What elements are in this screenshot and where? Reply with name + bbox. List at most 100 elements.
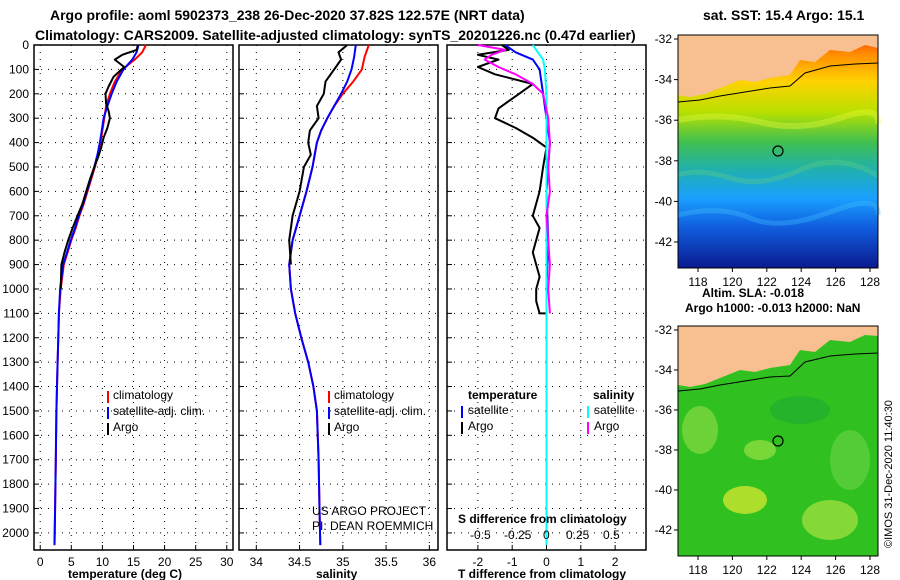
lon-tick-label: 128	[860, 563, 880, 577]
lon-tick-label: 120	[722, 275, 742, 289]
lon-tick-label: 126	[826, 275, 846, 289]
t-difference-axis-label: T difference from climatology	[458, 567, 626, 580]
legend-s-satellite-label: satellite	[594, 403, 635, 417]
sst-map-frame	[677, 34, 879, 269]
depth-tick-label: 1100	[3, 306, 29, 320]
sla-map: Altim. SLA: -0.018 Argo h1000: -0.013 h2…	[655, 286, 895, 577]
sst-land	[678, 35, 878, 97]
x-tick-label: 36	[423, 555, 437, 569]
sst-map-title: sat. SST: 15.4 Argo: 15.1	[703, 7, 865, 23]
sla-map-frame	[677, 325, 879, 557]
depth-tick-label: 600	[9, 184, 29, 198]
x-tick-label: 30	[220, 555, 234, 569]
legend-argo-label: Argo	[113, 420, 139, 434]
header-title-line2: Climatology: CARS2009. Satellite-adjuste…	[35, 27, 636, 43]
lat-tick-label: -32	[655, 32, 673, 46]
difference-legend: temperature salinity satellite Argo sate…	[461, 388, 635, 434]
lat-tick-label: -42	[655, 235, 673, 249]
salinity-axis-label: salinity	[316, 567, 358, 580]
depth-tick-label: 400	[9, 136, 29, 150]
pi-annotation: PI: DEAN ROEMMICH	[312, 519, 433, 533]
depth-tick-label: 200	[9, 87, 29, 101]
depth-tick-label: 1600	[2, 428, 29, 442]
x-tick-label: 34	[250, 555, 264, 569]
lon-tick-label: 122	[757, 563, 777, 577]
x-tick-label: -1	[507, 555, 518, 569]
sst-map: sat. SST: 15.4 Argo: 15.1 -32 -34 -36 -38 -4…	[655, 7, 882, 289]
sla-axes: -32 -34 -36 -38 -40 -42 118 120 122 124 126 128	[655, 323, 881, 577]
legend-t-satellite-label: satellite	[468, 403, 509, 417]
series-line-satellite-adj-clim-	[288, 44, 357, 546]
salinity-legend: climatology satellite-adj. clim. Argo	[328, 388, 426, 435]
depth-tick-label: 1300	[2, 355, 29, 369]
x-axes: 0 5 10 15 20 25 30 34 34.5 35 35.5 36 -2 -1 0 1 2	[37, 545, 619, 569]
depth-tick-label: 900	[9, 258, 29, 272]
x-tick-label: 20	[158, 555, 172, 569]
x-tick-label: 5	[68, 555, 75, 569]
depth-tick-label: 700	[9, 209, 29, 223]
project-annotation: US ARGO PROJECT	[312, 504, 427, 518]
sla-texture	[682, 396, 870, 540]
s-difference-ticks: -0.5 -0.25 0 0.25 0.5	[470, 528, 620, 542]
sla-map-title-2: Argo h1000: -0.013 h2000: NaN	[685, 301, 860, 315]
lat-tick-label: -34	[655, 73, 673, 87]
depth-tick-label: 1700	[2, 453, 29, 467]
s-tick: -0.5	[470, 528, 491, 542]
salinity-panel	[238, 44, 439, 551]
sst-float-marker	[772, 145, 784, 157]
lat-tick-label: -38	[655, 443, 673, 457]
lat-tick-label: -40	[655, 483, 673, 497]
depth-axis: 0 100 200 300 400 500 600 700 800 900 1000 1100 1200…	[2, 38, 29, 540]
depth-tick-label: 800	[9, 233, 29, 247]
series-line-salinity-argo	[477, 44, 551, 314]
sst-contour	[677, 62, 879, 103]
lon-tick-label: 118	[688, 563, 707, 577]
depth-tick-label: 1000	[2, 282, 29, 296]
legend-climatology-label: climatology	[334, 388, 394, 402]
lat-tick-label: -34	[655, 363, 673, 377]
legend-satellite-label: satellite-adj. clim.	[113, 404, 205, 418]
lat-tick-label: -42	[655, 523, 673, 537]
x-tick-label: 1	[577, 555, 584, 569]
s-tick: 0.5	[603, 528, 620, 542]
legend-salinity-title: salinity	[593, 388, 635, 402]
lon-tick-label: 124	[791, 563, 811, 577]
x-tick-label: 34.5	[288, 555, 312, 569]
lat-tick-label: -40	[655, 194, 673, 208]
x-tick-label: 10	[96, 555, 110, 569]
lat-tick-label: -36	[655, 113, 673, 127]
depth-tick-label: 1500	[2, 404, 29, 418]
series-line-salinity-satellite	[531, 44, 548, 546]
temperature-axis-label: temperature (deg C)	[68, 567, 182, 580]
lon-tick-label: 124	[791, 275, 811, 289]
sst-axes: -32 -34 -36 -38 -40 -42 118 120 122 124 126 128	[655, 32, 881, 289]
profile-lines	[53, 44, 551, 546]
legend-satellite-label: satellite-adj. clim.	[334, 404, 426, 418]
grid	[34, 44, 646, 550]
legend-s-argo-label: Argo	[594, 419, 620, 433]
x-tick-label: -2	[473, 555, 484, 569]
legend-t-argo-label: Argo	[468, 419, 494, 433]
x-tick-label: 25	[189, 555, 203, 569]
x-tick-label: 35	[336, 555, 350, 569]
depth-tick-label: 1800	[2, 477, 29, 491]
depth-tick-label: 300	[9, 111, 29, 125]
sla-land	[678, 326, 878, 387]
lon-tick-label: 126	[826, 563, 846, 577]
sla-contour	[677, 352, 879, 392]
s-tick: 0	[543, 528, 550, 542]
lon-tick-label: 118	[688, 275, 707, 289]
lon-tick-label: 120	[722, 563, 742, 577]
series-line-argo	[59, 44, 139, 290]
lat-tick-label: -36	[655, 403, 673, 417]
depth-tick-label: 1900	[2, 502, 29, 516]
x-tick-label: 0	[543, 555, 550, 569]
legend-temperature-title: temperature	[468, 388, 538, 402]
depth-tick-label: 500	[9, 160, 29, 174]
x-tick-label: 35.5	[374, 555, 398, 569]
depth-tick-label: 2000	[2, 526, 29, 540]
series-line-argo	[288, 44, 348, 265]
depth-tick-label: 100	[9, 62, 29, 76]
depth-tick-label: 1400	[2, 380, 29, 394]
